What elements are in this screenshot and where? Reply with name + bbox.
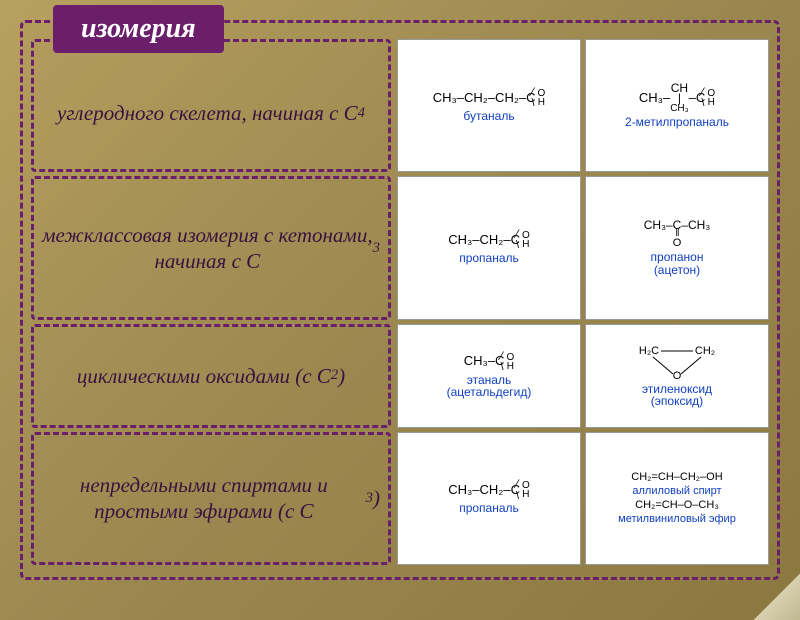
card-ethyleneoxide: H₂C CH₂ O этиленоксид(эпоксид) — [585, 324, 769, 428]
slide-frame: изомерия углеродного скелета, начиная с … — [20, 20, 780, 580]
svg-text:O: O — [673, 370, 682, 380]
formula-ethyleneoxide: H₂C CH₂ O — [637, 344, 717, 380]
rows-container: углеродного скелета, начиная с C4 CH₃–CH… — [23, 23, 777, 577]
row-interclass-ketones: межклассовая изомерия с кетонами, начина… — [31, 176, 769, 319]
name-ethanal: этаналь(ацетальдегид) — [447, 374, 532, 399]
stack-allyl-vinylether: CH₂=CH–CH₂–OH аллиловый спирт CH₂=CH–O–C… — [618, 471, 736, 525]
card-2methylpropanal: CH₃– CH|CH₃ –C OH 2-метилпропаналь — [585, 39, 769, 172]
row-carbon-skeleton: углеродного скелета, начиная с C4 CH₃–CH… — [31, 39, 769, 172]
page-curl-icon — [754, 574, 800, 620]
desc-unsaturated: непредельными спиртами и простыми эфирам… — [31, 432, 391, 565]
name-2methylpropanal: 2-метилпропаналь — [625, 116, 729, 129]
chem-pair-4: CH₃–CH₂–C OH пропаналь CH₂=CH–CH₂–OH алл… — [397, 432, 769, 565]
formula-propanal-1: CH₃–CH₂–C OH — [448, 231, 530, 249]
chem-pair-2: CH₃–CH₂–C OH пропаналь CH₃–C–CH₃ ‖ O — [397, 176, 769, 319]
chem-pair-1: CH₃–CH₂–CH₂–C OH бутаналь CH₃– CH|CH₃ –C… — [397, 39, 769, 172]
svg-text:H₂C: H₂C — [639, 345, 659, 357]
card-propanone: CH₃–C–CH₃ ‖ O пропанон(ацетон) — [585, 176, 769, 319]
name-ethyleneoxide: этиленоксид(эпоксид) — [642, 383, 712, 408]
formula-propanone: CH₃–C–CH₃ ‖ O — [644, 220, 710, 248]
chem-pair-3: CH₃–C OH этаналь(ацетальдегид) H₂C CH₂ — [397, 324, 769, 428]
card-butanal: CH₃–CH₂–CH₂–C OH бутаналь — [397, 39, 581, 172]
formula-2methylpropanal: CH₃– CH|CH₃ –C OH — [639, 83, 715, 114]
row-unsaturated-alcohols: непредельными спиртами и простыми эфирам… — [31, 432, 769, 565]
formula-ethanal: CH₃–C OH — [464, 353, 514, 371]
name-butanal: бутаналь — [463, 110, 514, 123]
formula-butanal: CH₃–CH₂–CH₂–C OH — [433, 89, 546, 107]
card-ethanal: CH₃–C OH этаналь(ацетальдегид) — [397, 324, 581, 428]
slide-title: изомерия — [53, 5, 224, 53]
desc-carbon-skeleton: углеродного скелета, начиная с C4 — [31, 39, 391, 172]
svg-text:CH₂: CH₂ — [695, 345, 715, 357]
formula-propanal-2: CH₃–CH₂–C OH — [448, 481, 530, 499]
name-propanone: пропанон(ацетон) — [651, 251, 704, 276]
card-propanal-1: CH₃–CH₂–C OH пропаналь — [397, 176, 581, 319]
desc-cyclic-oxides: циклическими оксидами (с C2) — [31, 324, 391, 428]
name-propanal-1: пропаналь — [459, 252, 519, 265]
row-cyclic-oxides: циклическими оксидами (с C2) CH₃–C OH эт… — [31, 324, 769, 428]
desc-ketones: межклассовая изомерия с кетонами, начина… — [31, 176, 391, 319]
name-propanal-2: пропаналь — [459, 502, 519, 515]
card-propanal-2: CH₃–CH₂–C OH пропаналь — [397, 432, 581, 565]
card-stack-right: CH₂=CH–CH₂–OH аллиловый спирт CH₂=CH–O–C… — [585, 432, 769, 565]
